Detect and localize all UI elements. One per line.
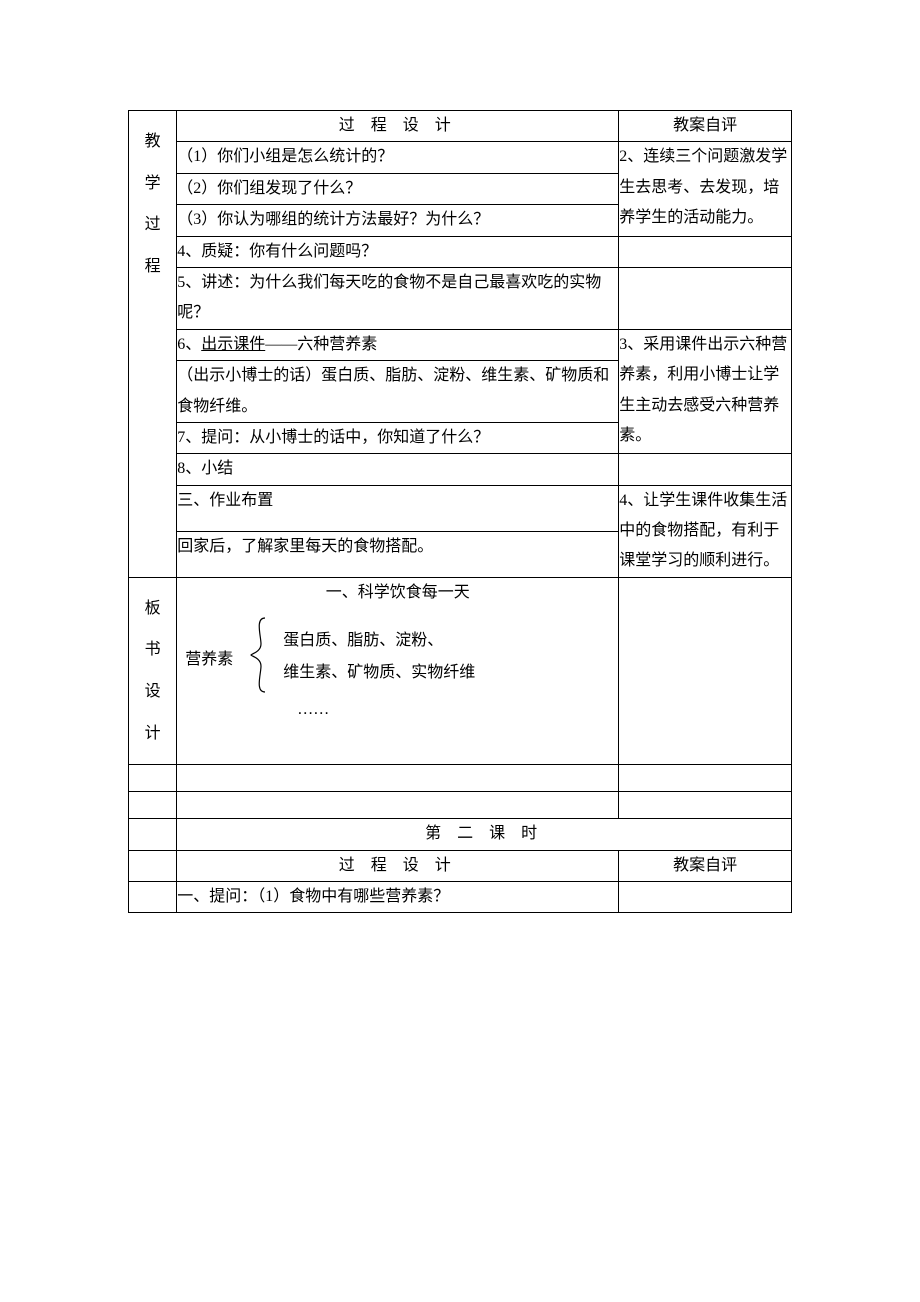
- table-row: 三、作业布置 4、让学生课件收集生活中的食物搭配，有利于课堂学习的顺利进行。: [129, 485, 792, 531]
- empty-cell: [129, 792, 177, 819]
- label-char: 书: [133, 629, 172, 671]
- lesson-title-text: 第 二 课 时: [425, 825, 543, 842]
- table-row: 过 程 设 计 教案自评: [129, 850, 792, 881]
- lesson-title-cell: 第 二 课 时: [177, 819, 792, 850]
- step-text: 7、提问：从小博士的话中，你知道了什么？: [177, 429, 489, 446]
- header-note-text: 教案自评: [673, 857, 737, 874]
- step-text: （出示小博士的话）蛋白质、脂肪、淀粉、维生素、矿物质和食物纤维。: [177, 367, 609, 414]
- note-cell: [619, 267, 792, 329]
- board-content: 一、科学饮食每一天 营养素 蛋白质、脂肪、淀粉、 维生素、矿物质、实物纤维 ……: [177, 577, 619, 764]
- table-row: 6、出示课件——六种营养素 3、采用课件出示六种营养素，利用小博士让学生主动去感…: [129, 329, 792, 360]
- step-text: 4、质疑：你有什么问题吗？: [177, 243, 377, 260]
- step-text: （1）你们小组是怎么统计的？: [177, 148, 393, 165]
- lesson-plan-table: 教 学 过 程 过 程 设 计 教案自评 （1）你们小组是怎么统计的？ 2、连续…: [128, 110, 792, 913]
- label-char: 过: [133, 204, 172, 246]
- note-cell: 4、让学生课件收集生活中的食物搭配，有利于课堂学习的顺利进行。: [619, 485, 792, 577]
- step-suffix: ——六种营养素: [265, 336, 377, 353]
- step-cell: 6、出示课件——六种营养素: [177, 329, 619, 360]
- label-char: 计: [133, 713, 172, 755]
- step-text: （3）你认为哪组的统计方法最好？为什么？: [177, 211, 489, 228]
- brace-diagram: 营养素 蛋白质、脂肪、淀粉、 维生素、矿物质、实物纤维: [177, 616, 618, 699]
- step-cell: 4、质疑：你有什么问题吗？: [177, 236, 619, 267]
- label-char: 设: [133, 671, 172, 713]
- label-char: 学: [133, 163, 172, 205]
- header-note-text: 教案自评: [673, 117, 737, 134]
- empty-cell: [619, 792, 792, 819]
- header-process-design: 过 程 设 计: [177, 850, 619, 881]
- table-row: 第 二 课 时: [129, 819, 792, 850]
- note-cell: [619, 577, 792, 764]
- table-row: 4、质疑：你有什么问题吗？: [129, 236, 792, 267]
- step-cell: 5、讲述：为什么我们每天吃的食物不是自己最喜欢吃的实物呢？: [177, 267, 619, 329]
- row-label-teaching-process: 教 学 过 程: [129, 111, 177, 578]
- empty-cell: [177, 765, 619, 792]
- step-cell: 8、小结: [177, 454, 619, 485]
- empty-cell: [619, 765, 792, 792]
- header-process-design: 过 程 设 计: [177, 111, 619, 142]
- step-text: （2）你们组发现了什么？: [177, 180, 361, 197]
- note-text: 4、让学生课件收集生活中的食物搭配，有利于课堂学习的顺利进行。: [619, 492, 787, 570]
- empty-cell: [129, 765, 177, 792]
- step-text: 三、作业布置: [177, 492, 273, 509]
- note-cell: [619, 454, 792, 485]
- table-row: 8、小结: [129, 454, 792, 485]
- label-char: 板: [133, 588, 172, 630]
- step-cell: 7、提问：从小博士的话中，你知道了什么？: [177, 422, 619, 453]
- empty-cell: [129, 882, 177, 913]
- note-cell: [619, 882, 792, 913]
- step-text: 一、提问：（1）食物中有哪些营养素？: [177, 888, 449, 905]
- empty-cell: [177, 792, 619, 819]
- step-text: 5、讲述：为什么我们每天吃的食物不是自己最喜欢吃的实物呢？: [177, 274, 601, 321]
- header-main-text: 过 程 设 计: [339, 857, 457, 874]
- step-cell: （出示小博士的话）蛋白质、脂肪、淀粉、维生素、矿物质和食物纤维。: [177, 361, 619, 423]
- header-self-eval: 教案自评: [619, 850, 792, 881]
- board-ellipsis: ……: [177, 701, 618, 719]
- table-row: 板 书 设 计 一、科学饮食每一天 营养素 蛋白质、脂肪、淀粉、 维生素、矿物质…: [129, 577, 792, 764]
- brace-icon: [247, 616, 269, 699]
- table-row: 教 学 过 程 过 程 设 计 教案自评: [129, 111, 792, 142]
- brace-line: 蛋白质、脂肪、淀粉、: [283, 625, 475, 657]
- step-cell: 回家后，了解家里每天的食物搭配。: [177, 531, 619, 577]
- step-text: 8、小结: [177, 460, 233, 477]
- step-text: 回家后，了解家里每天的食物搭配。: [177, 538, 433, 555]
- label-char: 教: [133, 121, 172, 163]
- step-cell: 三、作业布置: [177, 485, 619, 531]
- empty-cell: [129, 850, 177, 881]
- note-cell: [619, 236, 792, 267]
- table-row: [129, 765, 792, 792]
- table-row: 一、提问：（1）食物中有哪些营养素？: [129, 882, 792, 913]
- brace-left-label: 营养素: [185, 645, 233, 669]
- header-main-text: 过 程 设 计: [339, 117, 457, 134]
- note-text: 2、连续三个问题激发学生去思考、去发现，培养学生的活动能力。: [619, 148, 787, 226]
- empty-cell: [129, 819, 177, 850]
- table-row: [129, 792, 792, 819]
- table-row: 5、讲述：为什么我们每天吃的食物不是自己最喜欢吃的实物呢？: [129, 267, 792, 329]
- label-char: 程: [133, 246, 172, 288]
- step-cell: （3）你认为哪组的统计方法最好？为什么？: [177, 205, 619, 236]
- note-text: 3、采用课件出示六种营养素，利用小博士让学生主动去感受六种营养素。: [619, 336, 787, 444]
- step-cell: （1）你们小组是怎么统计的？: [177, 142, 619, 173]
- row-label-board-design: 板 书 设 计: [129, 577, 177, 764]
- brace-line: 维生素、矿物质、实物纤维: [283, 657, 475, 689]
- header-self-eval: 教案自评: [619, 111, 792, 142]
- note-cell: 2、连续三个问题激发学生去思考、去发现，培养学生的活动能力。: [619, 142, 792, 236]
- board-title: 一、科学饮食每一天: [177, 578, 618, 602]
- step-underline: 出示课件: [201, 336, 265, 353]
- brace-right-lines: 蛋白质、脂肪、淀粉、 维生素、矿物质、实物纤维: [283, 625, 475, 689]
- step-prefix: 6、: [177, 336, 201, 353]
- step-cell: 一、提问：（1）食物中有哪些营养素？: [177, 882, 619, 913]
- step-cell: （2）你们组发现了什么？: [177, 173, 619, 204]
- note-cell: 3、采用课件出示六种营养素，利用小博士让学生主动去感受六种营养素。: [619, 329, 792, 454]
- table-row: （1）你们小组是怎么统计的？ 2、连续三个问题激发学生去思考、去发现，培养学生的…: [129, 142, 792, 173]
